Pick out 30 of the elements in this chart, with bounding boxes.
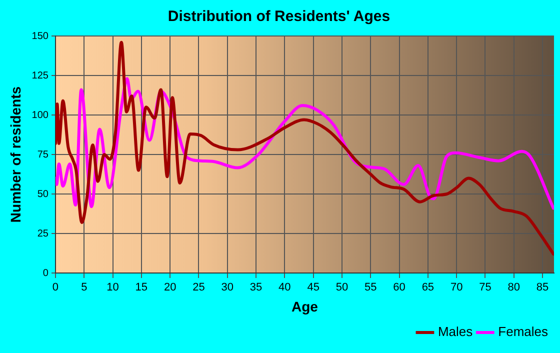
x-tick-label: 15 bbox=[135, 282, 148, 294]
x-tick-label: 80 bbox=[508, 282, 520, 294]
y-tick-label: 75 bbox=[37, 149, 49, 160]
x-tick-label: 40 bbox=[278, 282, 291, 294]
y-tick-label: 100 bbox=[32, 110, 49, 121]
x-tick-label: 70 bbox=[450, 282, 463, 294]
x-tick-label: 85 bbox=[536, 282, 549, 294]
x-tick-label: 50 bbox=[336, 282, 348, 294]
x-tick-label: 35 bbox=[250, 282, 262, 294]
legend-label: Males bbox=[438, 324, 474, 340]
x-tick-label: 60 bbox=[393, 282, 406, 294]
y-tick-label: 50 bbox=[37, 188, 49, 200]
x-tick-label: 10 bbox=[106, 282, 119, 294]
y-tick-label: 125 bbox=[32, 70, 49, 82]
y-tick-label: 0 bbox=[42, 268, 49, 279]
x-tick-label: 30 bbox=[221, 282, 234, 294]
x-tick-label: 55 bbox=[364, 282, 377, 294]
chart-title: Distribution of Residents' Ages bbox=[168, 8, 390, 26]
y-axis-title: Number of residents bbox=[7, 86, 24, 223]
y-tick-label: 25 bbox=[37, 228, 49, 240]
x-tick-label: 65 bbox=[422, 282, 434, 294]
x-tick-label: 45 bbox=[307, 282, 320, 294]
x-tick-label: 75 bbox=[479, 282, 492, 294]
legend-label: Females bbox=[498, 324, 548, 340]
x-tick-label: 5 bbox=[81, 282, 88, 294]
x-tick-label: 20 bbox=[164, 282, 176, 294]
x-tick-label: 25 bbox=[192, 282, 205, 294]
x-axis-title: Age bbox=[292, 298, 318, 314]
y-tick-label: 150 bbox=[32, 30, 49, 42]
x-tick-label: 0 bbox=[52, 282, 59, 294]
